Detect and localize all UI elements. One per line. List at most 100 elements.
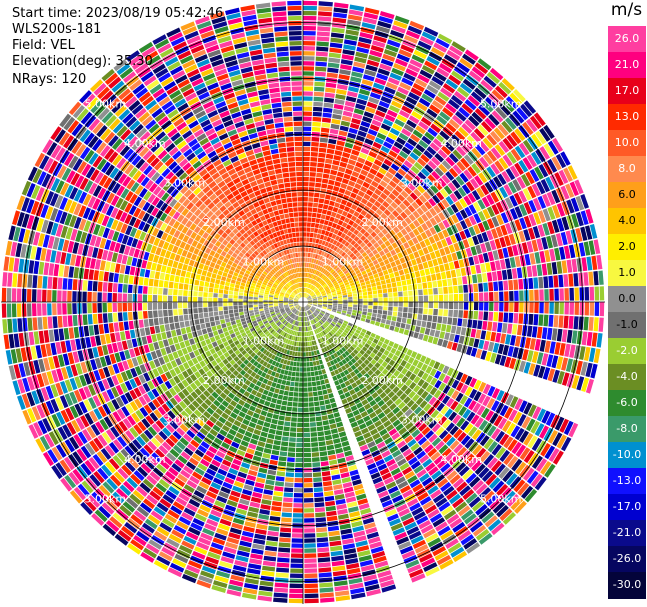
velocity-gate [246, 368, 253, 375]
velocity-gate [287, 323, 291, 328]
velocity-gate [306, 331, 309, 337]
velocity-gate [281, 436, 289, 442]
velocity-gate [445, 78, 459, 90]
velocity-gate [176, 520, 189, 531]
velocity-gate [255, 424, 263, 431]
velocity-gate [325, 383, 331, 389]
velocity-gate [357, 41, 371, 49]
velocity-gate [357, 343, 364, 349]
velocity-gate [455, 175, 465, 186]
velocity-gate [329, 286, 335, 290]
velocity-gate [317, 547, 330, 553]
velocity-gate [365, 268, 372, 274]
velocity-gate [449, 517, 463, 529]
velocity-gate [335, 266, 340, 272]
velocity-gate [464, 99, 477, 111]
velocity-gate [338, 243, 344, 249]
velocity-gate [373, 355, 380, 362]
velocity-gate [303, 66, 315, 71]
velocity-gate [479, 156, 489, 168]
velocity-gate [230, 490, 241, 498]
velocity-gate [364, 7, 380, 15]
velocity-gate [370, 265, 376, 271]
velocity-gate [325, 271, 330, 276]
velocity-gate [351, 343, 358, 349]
velocity-gate [303, 287, 305, 292]
velocity-gate [318, 567, 332, 573]
velocity-gate [496, 214, 504, 226]
velocity-gate [336, 452, 345, 459]
velocity-gate [251, 346, 257, 352]
velocity-gate [317, 162, 325, 168]
velocity-gate [437, 91, 450, 102]
velocity-gate [329, 200, 335, 207]
velocity-gate [448, 153, 459, 164]
velocity-gate [321, 117, 332, 123]
velocity-gate [318, 314, 322, 319]
velocity-gate [173, 417, 182, 427]
velocity-gate [422, 247, 429, 255]
velocity-gate [307, 300, 313, 302]
velocity-gate [307, 303, 312, 305]
velocity-gate [321, 384, 327, 390]
velocity-gate [438, 501, 451, 512]
velocity-gate [391, 242, 398, 249]
velocity-gate [361, 285, 367, 290]
velocity-gate [449, 474, 461, 485]
velocity-gate [226, 472, 237, 480]
velocity-gate [455, 268, 462, 277]
velocity-gate [345, 137, 355, 144]
velocity-gate [269, 515, 281, 522]
velocity-gate [312, 263, 316, 269]
velocity-gate [353, 266, 359, 272]
velocity-gate [273, 440, 281, 446]
velocity-gate [286, 317, 291, 321]
velocity-gate [594, 302, 600, 316]
velocity-gate [385, 171, 394, 180]
velocity-gate [296, 442, 303, 448]
velocity-gate [453, 443, 464, 454]
velocity-gate [204, 398, 213, 407]
velocity-gate [395, 239, 403, 247]
velocity-gate [270, 354, 276, 360]
velocity-gate [372, 290, 378, 295]
velocity-gate [298, 387, 303, 392]
velocity-gate [373, 298, 378, 302]
velocity-gate [336, 261, 342, 267]
velocity-gate [526, 470, 539, 485]
velocity-gate [395, 206, 403, 214]
velocity-gate [372, 40, 386, 48]
velocity-gate [326, 345, 331, 351]
velocity-gate [303, 141, 311, 147]
velocity-gate [246, 409, 254, 417]
velocity-gate [502, 511, 517, 525]
velocity-gate [319, 219, 325, 225]
velocity-gate [266, 438, 274, 445]
velocity-gate [325, 153, 334, 160]
velocity-gate [373, 35, 387, 44]
velocity-gate [233, 377, 240, 384]
velocity-gate [324, 430, 332, 436]
velocity-gate [281, 318, 286, 323]
velocity-gate [356, 372, 363, 379]
velocity-gate [335, 275, 341, 280]
velocity-gate [296, 432, 303, 438]
velocity-gate [468, 400, 477, 411]
velocity-gate [333, 218, 340, 224]
velocity-gate [338, 237, 344, 243]
velocity-gate [471, 111, 484, 124]
velocity-gate [322, 294, 327, 297]
velocity-gate [307, 310, 311, 315]
velocity-gate [339, 393, 346, 400]
velocity-gate [588, 317, 594, 331]
velocity-gate [292, 402, 298, 407]
velocity-gate [372, 432, 381, 440]
velocity-gate [290, 376, 296, 382]
velocity-gate [271, 382, 277, 388]
velocity-gate [227, 416, 236, 424]
velocity-gate [381, 284, 387, 289]
velocity-gate [336, 289, 342, 293]
velocity-gate [434, 167, 444, 177]
velocity-gate [211, 459, 221, 468]
velocity-gate [551, 261, 558, 275]
